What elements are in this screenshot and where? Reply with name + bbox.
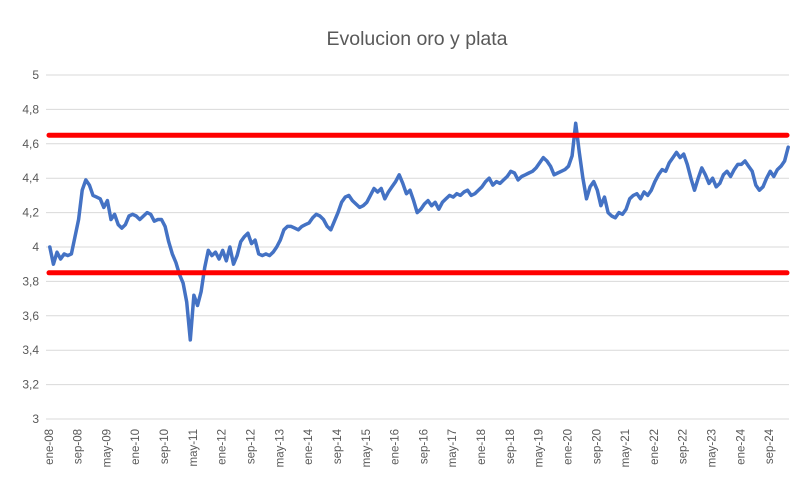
x-axis-tick-label: sep-24 [764,428,776,464]
y-axis-tick-label: 3,8 [22,274,39,288]
x-axis-tick-label: ene-22 [649,429,661,465]
y-axis-tick-label: 4 [32,240,39,254]
series-layer [48,121,790,342]
y-axis-tick-label: 3,2 [22,378,39,392]
reference-line-layer [46,132,790,276]
x-axis-tick-label: ene-24 [735,428,747,464]
x-axis-tick-label: may-13 [274,429,286,467]
x-axis-tick-label: sep-18 [505,429,517,464]
data-series-line [48,121,790,342]
x-axis-tick-label: ene-16 [390,429,402,465]
x-axis-tick-label: ene-14 [303,428,315,464]
x-axis-tick-label: may-21 [620,429,632,467]
x-axis-tick-label: sep-16 [418,429,430,464]
x-axis-tick-label: may-17 [447,429,459,467]
y-axis-tick-label: 3,4 [22,343,39,357]
x-axis-tick-label: ene-10 [130,429,142,465]
x-axis-tick-label: ene-20 [562,429,574,465]
x-axis-tick-label: may-09 [101,429,113,467]
x-axis-tick-label: may-19 [534,429,546,467]
x-axis-tick-label: may-15 [361,429,373,467]
y-axis-tick-label: 4,6 [22,137,39,151]
x-axis-tick-label: may-11 [188,429,200,467]
x-axis-tick-label: sep-20 [591,429,603,464]
x-axis-labels: ene-08 sep-08 may-09 ene-10 sep-10 may-11 ene-… [44,428,776,467]
x-axis-tick-label: sep-14 [332,428,344,464]
x-axis-tick-label: sep-22 [678,429,690,464]
x-axis-tick-label: ene-08 [44,429,56,465]
x-axis-tick-label: sep-10 [159,429,171,464]
x-axis-tick-label: sep-08 [73,429,85,464]
y-axis-tick-label: 5 [32,68,39,82]
y-axis-labels: 5 4,8 4,6 4,4 4,2 4 3,8 3,6 3,4 3,2 3 [22,68,39,426]
x-axis-tick-label: may-23 [707,429,719,467]
chart-title: Evolucion oro y plata [326,28,507,50]
y-axis-tick-label: 4,2 [22,206,39,220]
gridline-layer [46,74,789,420]
y-axis-tick-label: 3 [32,412,39,426]
y-axis-tick-label: 4,4 [22,171,39,185]
x-axis-tick-label: sep-12 [246,429,258,464]
y-axis-tick-label: 4,8 [22,102,39,116]
x-axis-tick-label: ene-18 [476,429,488,465]
x-axis-tick-label: ene-12 [217,429,229,465]
y-axis-tick-label: 3,6 [22,309,39,323]
